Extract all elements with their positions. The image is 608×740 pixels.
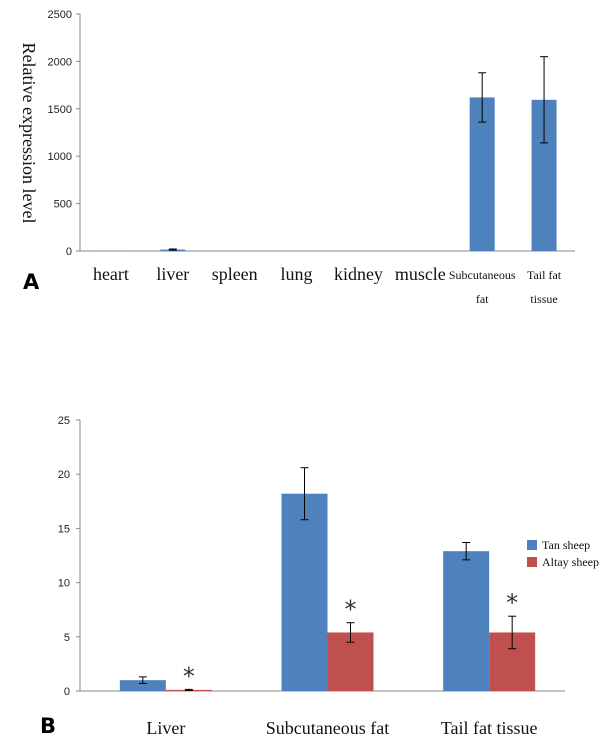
x-category-label: Tail fat tissue bbox=[441, 718, 538, 738]
panel-label-a: A bbox=[23, 270, 40, 294]
significance-marker: * bbox=[506, 589, 518, 617]
y-axis-label: Relative expression level bbox=[19, 43, 39, 224]
x-category-label: Liver bbox=[146, 718, 185, 738]
bar-tan-1 bbox=[281, 493, 328, 691]
x-category-label: Tail fat bbox=[527, 268, 562, 282]
x-category-label: kidney bbox=[334, 264, 383, 284]
x-category-label: Subcutaneous bbox=[449, 268, 516, 282]
y-tick-label: 0 bbox=[64, 686, 70, 698]
panel-label-b: B bbox=[40, 714, 56, 738]
x-category-label: tissue bbox=[530, 292, 557, 306]
x-category-label: spleen bbox=[212, 264, 258, 284]
y-tick-label: 2500 bbox=[48, 9, 72, 21]
y-tick-label: 20 bbox=[58, 469, 70, 481]
y-tick-label: 25 bbox=[58, 415, 70, 427]
x-category-label: Subcutaneous fat bbox=[266, 718, 389, 738]
x-category-label: liver bbox=[156, 264, 189, 284]
bar-tan-0 bbox=[119, 680, 166, 691]
y-tick-label: 500 bbox=[54, 199, 72, 211]
x-category-label: fat bbox=[476, 292, 489, 306]
y-tick-label: 0 bbox=[66, 246, 72, 258]
y-tick-label: 2000 bbox=[48, 56, 72, 68]
bar-tan-2 bbox=[443, 551, 490, 691]
y-tick-label: 5 bbox=[64, 632, 70, 644]
x-category-label: heart bbox=[93, 264, 129, 284]
y-tick-label: 1000 bbox=[48, 151, 72, 163]
x-category-label: lung bbox=[281, 264, 313, 284]
significance-marker: * bbox=[183, 662, 195, 690]
y-tick-label: 1500 bbox=[48, 104, 72, 116]
legend-label-1: Altay sheep bbox=[542, 555, 599, 569]
legend-swatch-1 bbox=[527, 557, 537, 567]
panel-b-chart: 0 5 10 15 20 25 * Liver * Subcutaneous fat * Tail f… bbox=[40, 415, 599, 738]
legend-swatch-0 bbox=[527, 540, 537, 550]
panel-a-chart: 0 500 1000 1500 2000 2500 Relative expression … bbox=[19, 9, 575, 306]
y-tick-label: 15 bbox=[58, 523, 70, 535]
bar-6 bbox=[469, 97, 495, 251]
legend-label-0: Tan sheep bbox=[542, 538, 590, 552]
x-category-label: muscle bbox=[395, 264, 446, 284]
y-tick-label: 10 bbox=[58, 578, 70, 590]
significance-marker: * bbox=[345, 596, 357, 624]
